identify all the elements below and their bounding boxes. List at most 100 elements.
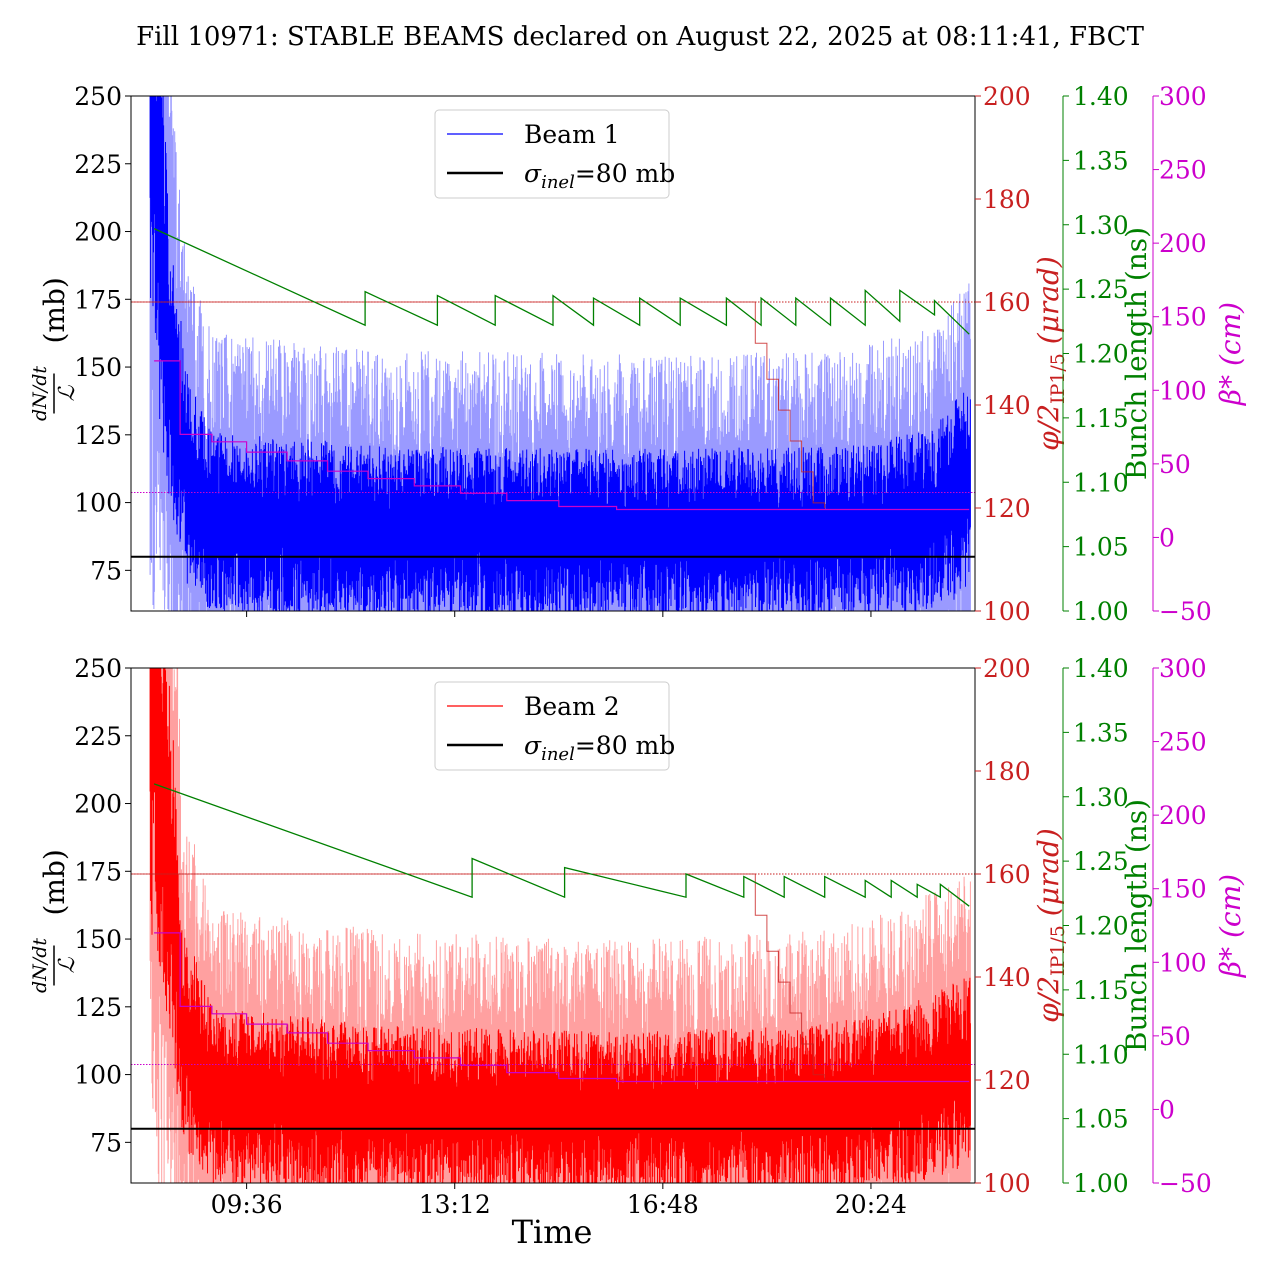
y-tick-label: 225 xyxy=(74,722,122,751)
bunch-axis-label: Bunch length (ns) xyxy=(1120,227,1153,480)
bunch-tick-label: 1.40 xyxy=(1073,82,1129,111)
betastar-axis-label: β* (cm) xyxy=(1214,302,1247,406)
crossing-tick-label: 140 xyxy=(983,391,1031,420)
crossing-tick-label: 200 xyxy=(983,654,1031,683)
y-tick-label: 250 xyxy=(74,654,122,683)
bunch-tick-label: 1.25 xyxy=(1073,847,1129,876)
crossing-tick-label: 100 xyxy=(983,1169,1031,1198)
betastar-tick-label: 300 xyxy=(1159,654,1207,683)
x-axis-label: Time xyxy=(512,1213,593,1251)
x-tick-label: 16:48 xyxy=(627,1190,699,1219)
y-tick-label: 125 xyxy=(74,421,122,450)
legend-sigma-label: σinel=80 mb xyxy=(524,731,675,765)
bunch-tick-label: 1.30 xyxy=(1073,783,1129,812)
y-axis-label: dN/dt ℒ (mb) xyxy=(29,277,80,421)
plot-frame xyxy=(130,95,976,612)
plot-area xyxy=(131,96,975,611)
betastar-series xyxy=(154,932,970,1083)
crossing-angle-series xyxy=(131,873,826,1080)
bunch-tick-label: 1.30 xyxy=(1073,211,1129,240)
y-axis-label: dN/dt ℒ (mb) xyxy=(29,849,80,993)
betastar-tick-label: 200 xyxy=(1159,801,1207,830)
y-label-denominator: ℒ xyxy=(55,956,80,973)
panel-beam2: 75 100 125 150 175 200 225 250 dN/dt ℒ (mb) 100 120 1… xyxy=(29,654,1247,1198)
legend-sigma-label: σinel=80 mb xyxy=(524,159,675,193)
bunch-axis-label: Bunch length (ns) xyxy=(1120,799,1153,1052)
y-label-denominator: ℒ xyxy=(55,384,80,401)
crossing-tick-label: 200 xyxy=(983,82,1031,111)
legend-beam-label: Beam 1 xyxy=(524,120,620,149)
y-tick-label: 200 xyxy=(74,218,122,247)
bunch-tick-label: 1.25 xyxy=(1073,275,1129,304)
bunch-tick-label: 1.15 xyxy=(1073,404,1129,433)
betastar-tick-label: 250 xyxy=(1159,728,1207,757)
crossing-tick-label: 140 xyxy=(983,963,1031,992)
y-tick-label: 75 xyxy=(90,556,122,585)
cross-section-series xyxy=(149,668,971,1183)
crossing-angle-series xyxy=(131,301,826,508)
y-label-numerator: dN/dt xyxy=(29,366,51,421)
x-tick-label: 09:36 xyxy=(211,1190,283,1219)
bunch-tick-label: 1.20 xyxy=(1073,912,1129,941)
crossing-tick-label: 120 xyxy=(983,494,1031,523)
chart-title: Fill 10971: STABLE BEAMS declared on Aug… xyxy=(136,22,1145,52)
plot-area xyxy=(131,668,975,1183)
bunch-tick-label: 1.15 xyxy=(1073,976,1129,1005)
y-tick-label: 175 xyxy=(74,857,122,886)
bunch-tick-label: 1.35 xyxy=(1073,146,1129,175)
betastar-series xyxy=(154,360,970,511)
betastar-tick-label: 50 xyxy=(1159,1022,1191,1051)
plot-frame xyxy=(130,667,976,1184)
legend-box xyxy=(434,109,670,199)
betastar-tick-label: 0 xyxy=(1159,523,1175,552)
x-tick-label: 20:24 xyxy=(835,1190,907,1219)
bunch-length-series xyxy=(153,783,970,907)
betastar-tick-label: 300 xyxy=(1159,82,1207,111)
crossing-axis-label: φ/2IP1/5 (μrad) xyxy=(1032,828,1069,1023)
bunch-tick-label: 1.05 xyxy=(1073,533,1129,562)
y-tick-label: 250 xyxy=(74,82,122,111)
cross-section-series xyxy=(149,96,971,611)
crossing-tick-label: 100 xyxy=(983,597,1031,626)
x-axis: 09:36 13:12 16:48 20:24 xyxy=(211,1190,907,1219)
y-tick-label: 125 xyxy=(74,993,122,1022)
y-tick-label: 200 xyxy=(74,790,122,819)
crossing-tick-label: 120 xyxy=(983,1066,1031,1095)
bunch-tick-label: 1.20 xyxy=(1073,340,1129,369)
panel-beam1: 75 100 125 150 175 200 225 250 dN/dt ℒ (mb) 100 120 1… xyxy=(29,82,1247,626)
betastar-tick-label: −50 xyxy=(1159,1169,1212,1198)
crossing-tick-label: 180 xyxy=(983,185,1031,214)
betastar-tick-label: 50 xyxy=(1159,450,1191,479)
bunch-tick-label: 1.00 xyxy=(1073,597,1129,626)
y-tick-label: 150 xyxy=(74,353,122,382)
crossing-tick-label: 160 xyxy=(983,288,1031,317)
legend-box xyxy=(434,681,670,771)
crossing-tick-label: 160 xyxy=(983,860,1031,889)
bunch-tick-label: 1.10 xyxy=(1073,1040,1129,1069)
crossing-tick-label: 180 xyxy=(983,757,1031,786)
bunch-length-series xyxy=(153,228,970,335)
betastar-tick-label: −50 xyxy=(1159,597,1212,626)
y-label-unit: (mb) xyxy=(38,277,71,343)
betastar-tick-label: 150 xyxy=(1159,303,1207,332)
bunch-tick-label: 1.10 xyxy=(1073,468,1129,497)
y-tick-label: 100 xyxy=(74,489,122,518)
betastar-tick-label: 0 xyxy=(1159,1095,1175,1124)
y-tick-label: 100 xyxy=(74,1061,122,1090)
y-tick-label: 75 xyxy=(90,1128,122,1157)
betastar-tick-label: 100 xyxy=(1159,376,1207,405)
legend-beam-label: Beam 2 xyxy=(524,692,620,721)
betastar-axis-label: β* (cm) xyxy=(1214,874,1247,978)
bunch-tick-label: 1.40 xyxy=(1073,654,1129,683)
y-tick-label: 175 xyxy=(74,285,122,314)
betastar-tick-label: 150 xyxy=(1159,875,1207,904)
y-label-numerator: dN/dt xyxy=(29,938,51,993)
betastar-tick-label: 200 xyxy=(1159,229,1207,258)
bunch-tick-label: 1.00 xyxy=(1073,1169,1129,1198)
bunch-tick-label: 1.35 xyxy=(1073,718,1129,747)
y-tick-label: 225 xyxy=(74,150,122,179)
y-label-unit: (mb) xyxy=(38,849,71,915)
betastar-tick-label: 250 xyxy=(1159,156,1207,185)
bunch-tick-label: 1.05 xyxy=(1073,1105,1129,1134)
